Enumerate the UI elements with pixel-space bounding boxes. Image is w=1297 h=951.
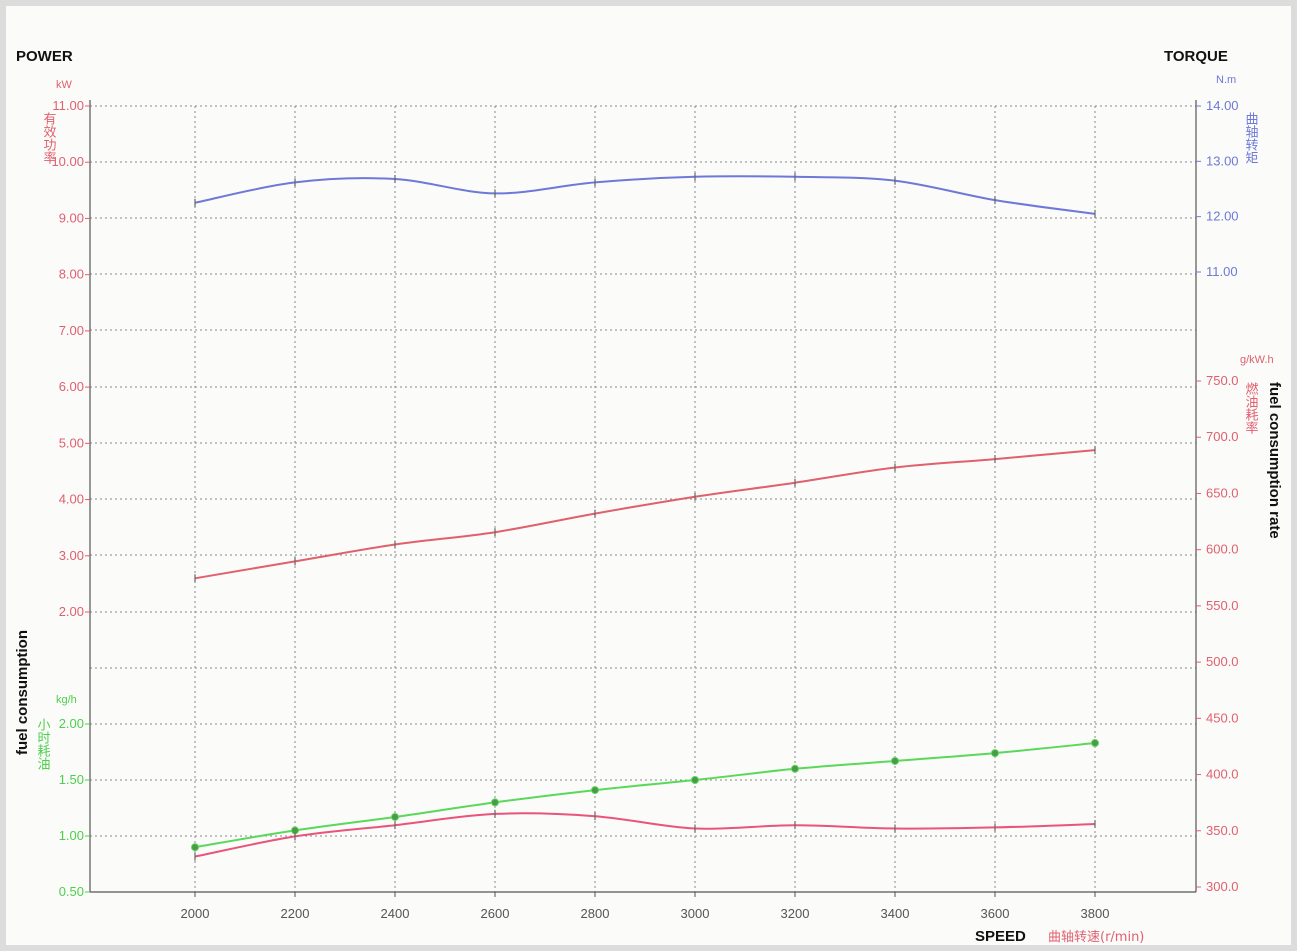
power-tick-label: 6.00 [59,379,84,394]
fuel-point [891,756,899,765]
fuel-point [591,786,599,795]
power-cn-label: 有效功率 [41,112,57,164]
fuel-rate-tick-label: 300.0 [1206,879,1239,894]
power-tick-label: 4.00 [59,492,84,507]
fuel-rate-unit: g/kW.h [1240,354,1274,366]
fuel-rate-tick-label: 600.0 [1206,542,1239,557]
grid [90,105,1196,893]
power-tick-label: 7.00 [59,323,84,338]
x-tick-label: 3200 [781,906,810,921]
fuel-rate-tick-label: 450.0 [1206,710,1239,725]
fuel-unit: kg/h [56,694,77,706]
fuel-point [191,843,199,852]
torque-tick-label: 14.00 [1206,98,1239,113]
fuel-tick-label: 2.00 [59,716,84,731]
series-lines [191,172,1099,861]
fuel-tick-label: 1.00 [59,828,84,843]
torque-tick-label: 12.00 [1206,209,1239,224]
torque-cn-label: 曲轴转矩 [1243,112,1259,164]
power-tick-label: 10.00 [51,154,84,169]
fuel-consumption-rate-title: fuel consumption rate [1266,382,1283,539]
x-tick-label: 3400 [881,906,910,921]
x-tick-label: 2200 [281,906,310,921]
axes [89,100,1197,893]
fuel-rate-tick-label: 550.0 [1206,598,1239,613]
speed-title: SPEED [975,928,1026,945]
power-line [194,449,1096,580]
fuel-rate-tick-label: 350.0 [1206,823,1239,838]
x-tick-label: 3000 [681,906,710,921]
x-tick-label: 2400 [381,906,410,921]
power-tick-label: 11.00 [52,98,84,113]
power-tick-label: 3.00 [59,548,84,563]
x-tick-label: 3800 [1081,906,1110,921]
fuel-rate-tick-label: 700.0 [1206,429,1239,444]
power-title: POWER [16,48,73,65]
x-tick-label: 3600 [981,906,1010,921]
fuel-rate-tick-label: 400.0 [1206,767,1239,782]
tick-labels: 11.00 10.00 9.00 8.00 7.00 6.00 5.00 4.00 3.00 2.… [51,98,1238,921]
fuel-point [1091,739,1099,748]
fuel-rate-tick-label: 500.0 [1206,654,1239,669]
torque-title: TORQUE [1164,48,1228,65]
torque-tick-label: 11.00 [1206,264,1238,279]
fuel-rate-tick-label: 750.0 [1206,373,1239,388]
fuel-consumption-title: fuel consumption [14,630,31,755]
fuel-rate-tick-label: 650.0 [1206,485,1239,500]
power-tick-label: 8.00 [59,267,84,282]
torque-line [194,175,1096,215]
power-tick-label: 5.00 [59,435,84,450]
fuel-point [791,764,799,773]
torque-tick-label: 13.00 [1206,153,1239,168]
speed-cn-label: 曲轴转速(r/min) [1048,930,1144,945]
fuel-point [991,749,999,758]
fuel-tick-label: 1.50 [59,772,84,787]
power-tick-label: 2.00 [59,604,84,619]
x-tick-label: 2600 [481,906,510,921]
x-tick-label: 2000 [181,906,210,921]
fuel-point [691,776,699,784]
x-tick-label: 2800 [581,906,610,921]
power-unit: kW [56,79,73,91]
fuel-tick-label: 0.50 [59,884,84,899]
fuel-line [194,742,1096,849]
fuel_rate-line [194,812,1096,858]
torque-unit: N.m [1216,74,1236,86]
power-tick-label: 9.00 [59,210,84,225]
fuel-cn-label: 小时耗油 [35,718,51,770]
fuel-point [491,798,499,807]
fuel-point [391,812,399,821]
fuel-rate-cn-label: 燃油耗率 [1243,381,1259,434]
